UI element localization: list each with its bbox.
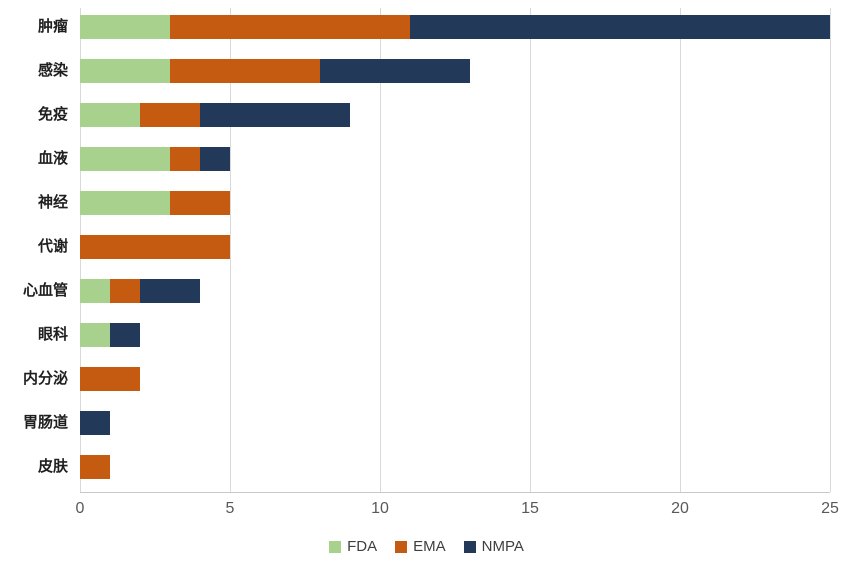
bar-segment-fda (80, 191, 170, 215)
bar-row (80, 367, 140, 391)
bar-segment-ema (80, 367, 140, 391)
bar-segment-nmpa (320, 59, 470, 83)
bar-segment-nmpa (200, 103, 350, 127)
bar-row (80, 455, 110, 479)
bar-segment-fda (80, 323, 110, 347)
x-tick-label: 10 (371, 500, 389, 517)
category-label: 胃肠道 (22, 414, 68, 431)
bar-segment-ema (170, 15, 410, 39)
legend-label: EMA (413, 538, 446, 555)
bar-segment-ema (170, 147, 200, 171)
gridline (680, 8, 681, 492)
legend-item-nmpa: NMPA (463, 538, 524, 555)
legend-item-ema: EMA (395, 538, 446, 555)
x-tick-label: 15 (521, 500, 539, 517)
legend: FDA EMA NMPA (0, 538, 853, 555)
plot-area (80, 8, 831, 493)
gridline (380, 8, 381, 492)
legend-label: FDA (347, 538, 378, 555)
category-label: 心血管 (22, 282, 68, 299)
bar-segment-fda (80, 279, 110, 303)
bar-row (80, 103, 350, 127)
bar-segment-fda (80, 103, 140, 127)
category-label: 眼科 (37, 326, 68, 343)
x-tick-label: 25 (821, 500, 839, 517)
x-tick-label: 0 (75, 500, 85, 517)
bar-segment-nmpa (140, 279, 200, 303)
bar-row (80, 191, 230, 215)
legend-item-fda: FDA (329, 538, 377, 555)
bar-row (80, 147, 230, 171)
bar-segment-ema (140, 103, 200, 127)
bar-segment-fda (80, 15, 170, 39)
bar-segment-ema (110, 279, 140, 303)
category-label: 内分泌 (22, 370, 68, 387)
bar-segment-nmpa (80, 411, 110, 435)
bar-segment-ema (170, 59, 320, 83)
bar-row (80, 411, 110, 435)
category-label: 皮肤 (37, 458, 68, 475)
legend-swatch-fda (329, 540, 342, 553)
x-tick-label: 5 (225, 500, 235, 517)
bar-row (80, 323, 140, 347)
gridline (530, 8, 531, 492)
bar-row (80, 235, 230, 259)
bar-segment-nmpa (110, 323, 140, 347)
category-label: 血液 (37, 150, 68, 167)
bar-segment-ema (170, 191, 230, 215)
bar-segment-fda (80, 147, 170, 171)
legend-swatch-nmpa (463, 540, 476, 553)
category-label: 感染 (37, 62, 68, 79)
bar-segment-ema (80, 235, 230, 259)
bar-row (80, 279, 200, 303)
gridline (830, 8, 831, 492)
category-label: 免疫 (37, 106, 68, 123)
bar-segment-nmpa (200, 147, 230, 171)
category-label: 肿瘤 (37, 18, 68, 35)
x-tick-label: 20 (671, 500, 689, 517)
category-label: 神经 (37, 194, 68, 211)
gridline (230, 8, 231, 492)
legend-swatch-ema (395, 540, 408, 553)
category-label: 代谢 (37, 238, 68, 255)
bar-segment-ema (80, 455, 110, 479)
bar-segment-nmpa (410, 15, 830, 39)
bar-row (80, 59, 470, 83)
bar-segment-fda (80, 59, 170, 83)
legend-label: NMPA (481, 538, 524, 555)
bar-row (80, 15, 830, 39)
